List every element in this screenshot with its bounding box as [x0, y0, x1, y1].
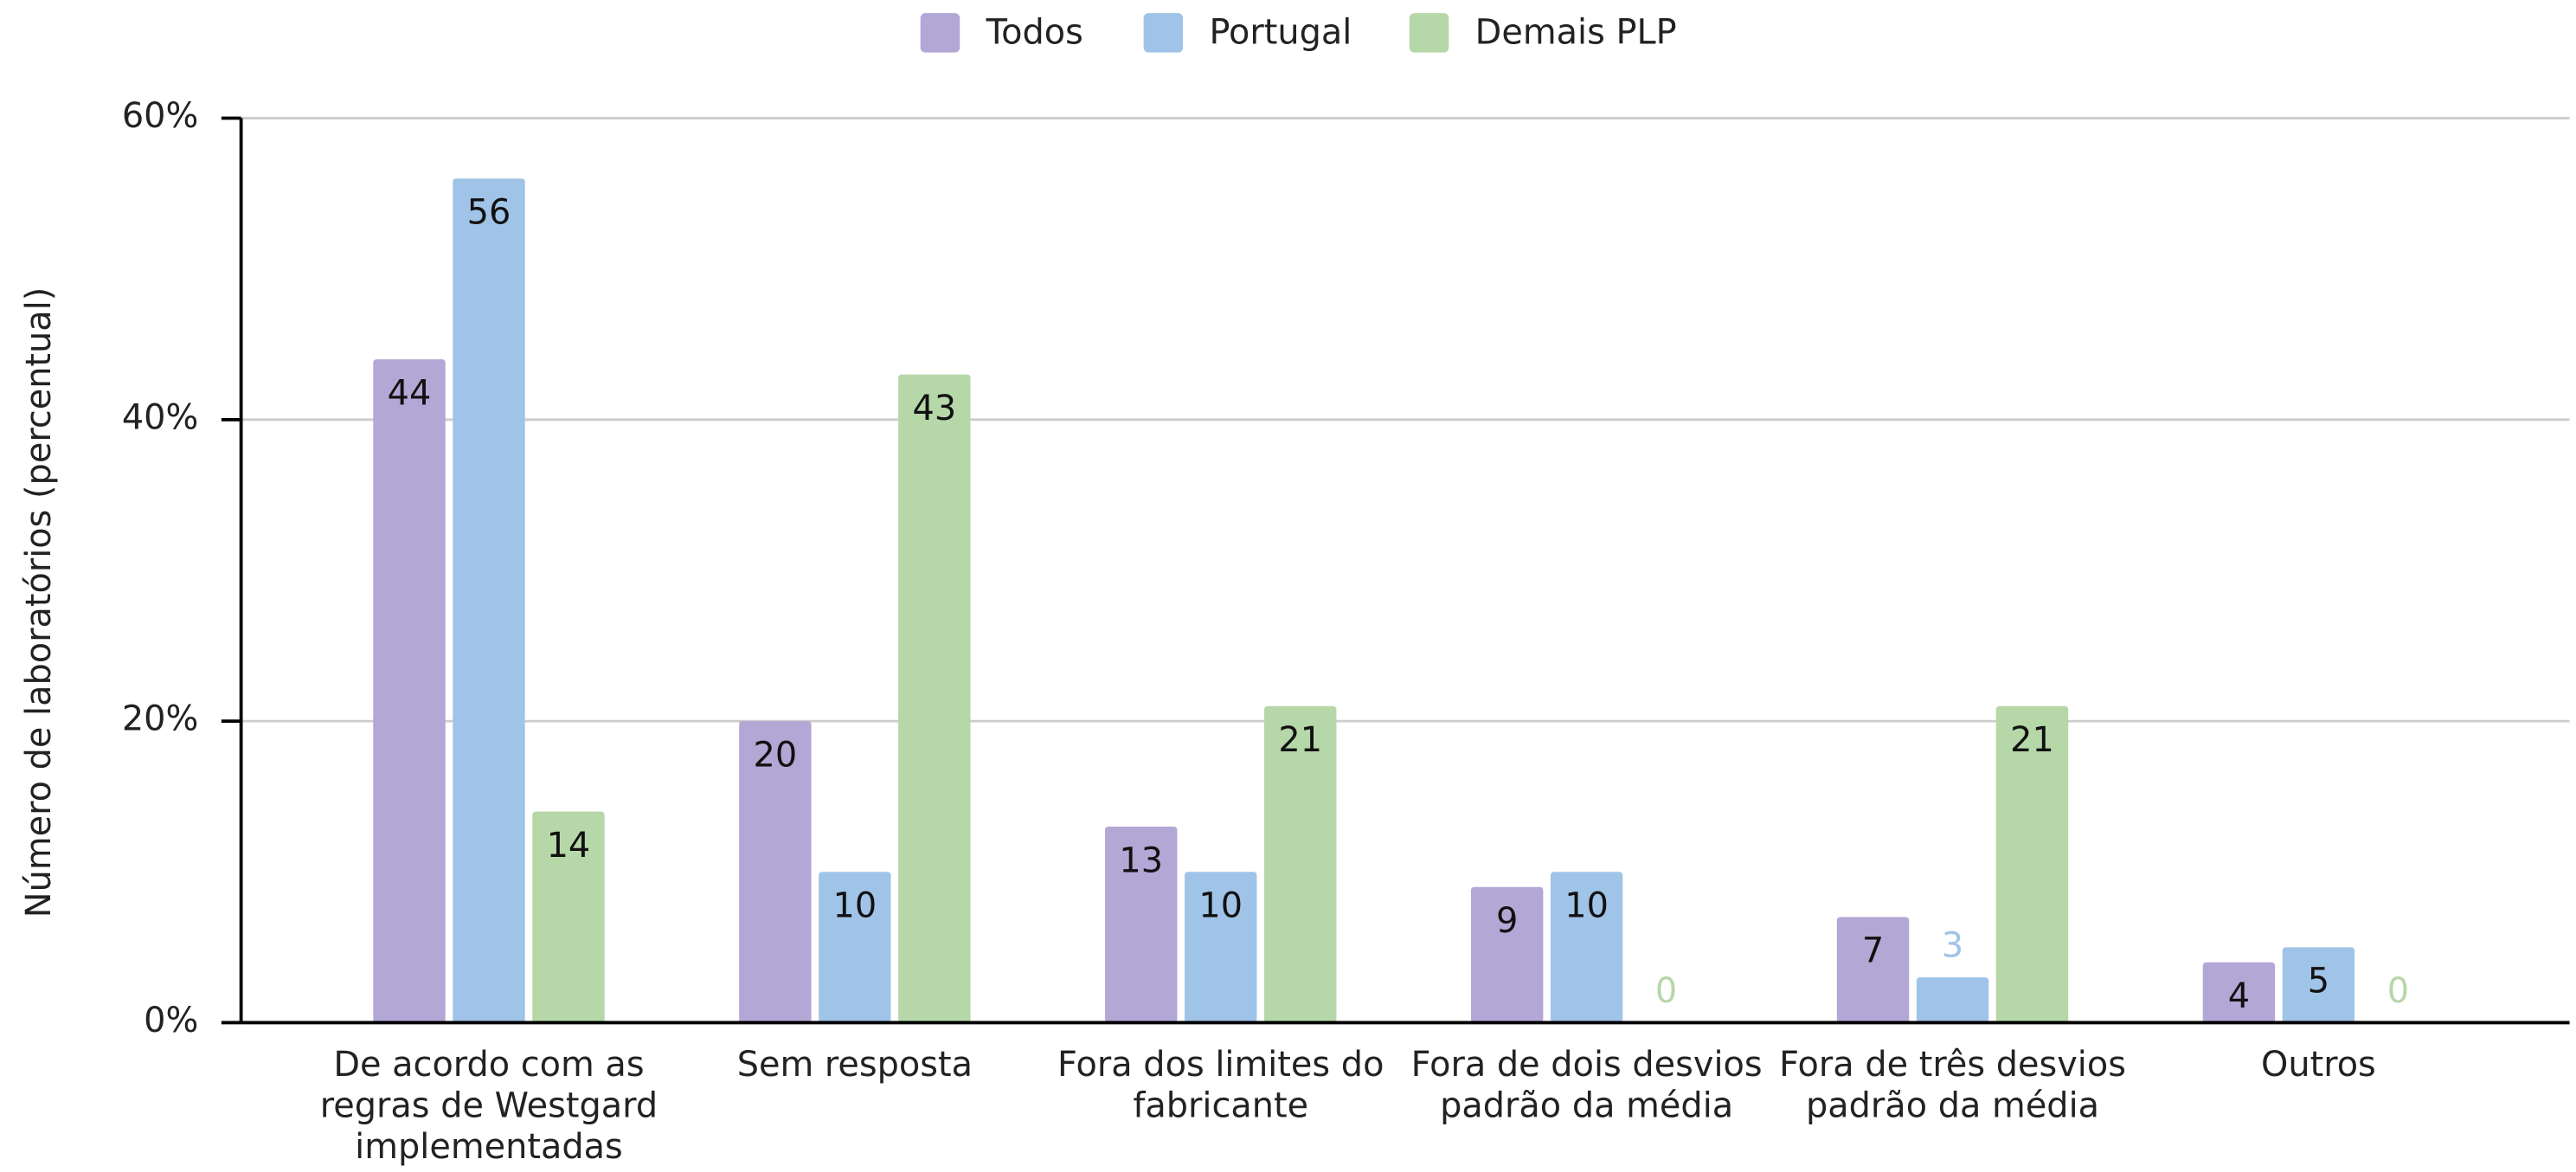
x-tick-label: Fora dos limites do: [1057, 1045, 1384, 1085]
data-label: 44: [388, 373, 432, 413]
x-tick-label: implementadas: [355, 1127, 623, 1167]
x-tick-label: regras de Westgard: [320, 1086, 658, 1126]
x-tick-label: Sem resposta: [737, 1045, 973, 1085]
data-label: 4: [2228, 976, 2250, 1016]
bar: [373, 359, 446, 1023]
legend-label: Portugal: [1209, 12, 1352, 52]
legend-label: Demais PLP: [1475, 12, 1677, 52]
y-tick-label: 0%: [144, 1001, 198, 1040]
x-tick-label: Outros: [2261, 1045, 2376, 1085]
data-label: 0: [2387, 971, 2409, 1011]
x-tick-label: Fora de dois desvios: [1411, 1045, 1763, 1085]
bar: [1185, 872, 1257, 1023]
data-label: 56: [467, 192, 511, 232]
legend-label: Todos: [986, 12, 1083, 52]
y-tick-label: 60%: [122, 96, 199, 136]
y-tick-label: 20%: [122, 699, 199, 739]
legend-swatch: [1409, 13, 1449, 53]
bar: [898, 374, 971, 1023]
x-tick-label: padrão da média: [1806, 1086, 2099, 1126]
data-label: 0: [1655, 971, 1677, 1011]
x-tick-label: padrão da média: [1440, 1086, 1733, 1126]
bar: [2282, 947, 2355, 1023]
data-label: 10: [1564, 886, 1609, 926]
data-label: 10: [1198, 886, 1243, 926]
bar: [1105, 827, 1178, 1023]
bar: [1836, 917, 1910, 1023]
data-label: 3: [1942, 926, 1963, 966]
legend-swatch: [1143, 13, 1184, 53]
data-label: 21: [2010, 720, 2054, 760]
bar: [1995, 705, 2069, 1023]
data-label: 21: [1278, 720, 1322, 760]
data-label: 5: [2308, 962, 2329, 1001]
data-label: 13: [1119, 840, 1163, 880]
x-tick-label: fabricante: [1133, 1086, 1308, 1126]
data-label: 10: [833, 886, 877, 926]
bar: [2202, 962, 2276, 1023]
y-axis-label: Número de laboratórios (percentual): [19, 287, 59, 918]
bar: [532, 811, 605, 1023]
legend-swatch: [920, 13, 960, 53]
bar: [739, 721, 812, 1023]
data-label: 9: [1496, 901, 1518, 941]
data-label: 43: [912, 389, 956, 428]
y-tick-label: 40%: [122, 397, 199, 437]
data-label: 14: [547, 826, 591, 866]
data-label: 7: [1862, 931, 1884, 971]
bar: [1264, 705, 1337, 1023]
bar: [1550, 872, 1623, 1023]
bar: [819, 872, 891, 1023]
bar: [1470, 886, 1544, 1023]
bar: [1916, 977, 1989, 1023]
x-tick-label: De acordo com as: [333, 1045, 644, 1085]
data-label: 20: [754, 735, 798, 775]
x-tick-label: Fora de três desvios: [1779, 1045, 2126, 1085]
bar: [453, 178, 525, 1023]
